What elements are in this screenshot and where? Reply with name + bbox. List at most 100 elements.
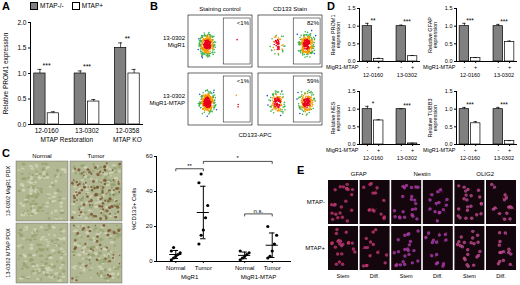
svg-text:82%: 82% <box>307 20 320 26</box>
svg-text:MTAP-: MTAP- <box>307 199 325 205</box>
svg-text:12-0358: 12-0358 <box>115 127 139 134</box>
svg-text:MigR1-MTAP: MigR1-MTAP <box>423 147 456 153</box>
svg-text:CD133 Stain: CD133 Stain <box>273 6 307 12</box>
svg-text:1.5: 1.5 <box>348 5 356 11</box>
svg-text:12-0160: 12-0160 <box>460 155 480 161</box>
svg-text:Diff.: Diff. <box>433 273 443 279</box>
svg-text:60: 60 <box>146 153 153 159</box>
svg-text:59%: 59% <box>307 78 320 84</box>
svg-text:13-0302MigR1: 13-0302MigR1 <box>163 35 186 48</box>
svg-text:20: 20 <box>146 223 153 229</box>
svg-text:-: - <box>463 147 465 153</box>
svg-text:13-0302 MTAP PDX: 13-0302 MTAP PDX <box>5 228 11 278</box>
svg-text:n.s.: n.s. <box>254 208 264 214</box>
svg-text:12-0160: 12-0160 <box>363 72 383 78</box>
svg-text:Relative PROM1expression: Relative PROM1expression <box>330 15 342 56</box>
svg-text:0.0: 0.0 <box>445 58 453 64</box>
svg-text:Stem: Stem <box>337 273 350 279</box>
svg-text:1.5: 1.5 <box>17 44 26 51</box>
svg-text:+: + <box>411 64 414 70</box>
svg-text:-: - <box>463 64 465 70</box>
svg-text:*: * <box>237 155 240 161</box>
svg-text:13-0302: 13-0302 <box>75 127 99 134</box>
svg-text:***: *** <box>466 101 474 108</box>
svg-text:0.5: 0.5 <box>445 124 453 130</box>
svg-text:MTAP Restoration: MTAP Restoration <box>41 136 94 143</box>
svg-text:0.5: 0.5 <box>17 95 26 102</box>
svg-text:Tumor: Tumor <box>87 153 104 159</box>
svg-text:Relative NESexpression: Relative NESexpression <box>330 101 342 134</box>
svg-text:-: - <box>366 64 368 70</box>
svg-text:13-0302: 13-0302 <box>397 72 417 78</box>
svg-text:-: - <box>497 147 499 153</box>
svg-text:12-0160: 12-0160 <box>363 155 383 161</box>
svg-text:+: + <box>377 64 380 70</box>
svg-text:MTAP KO: MTAP KO <box>113 136 142 143</box>
svg-text:+: + <box>377 147 380 153</box>
svg-text:+: + <box>411 147 414 153</box>
svg-text:**: ** <box>371 17 377 24</box>
svg-text:Staining control: Staining control <box>199 6 240 12</box>
svg-text:1.5: 1.5 <box>348 88 356 94</box>
svg-text:Tumor: Tumor <box>264 265 281 271</box>
svg-text:***: *** <box>500 101 508 108</box>
svg-text:0.0: 0.0 <box>348 141 356 147</box>
svg-text:MigR1-MTAP: MigR1-MTAP <box>326 147 359 153</box>
svg-text:MigR1-MTAP: MigR1-MTAP <box>423 64 456 70</box>
svg-text:0: 0 <box>149 258 153 264</box>
svg-text:Nestin: Nestin <box>413 171 430 177</box>
svg-text:2.0: 2.0 <box>17 19 26 26</box>
svg-text:13-0302 MigR1 PDX: 13-0302 MigR1 PDX <box>5 165 11 216</box>
svg-text:0.0: 0.0 <box>348 58 356 64</box>
svg-text:13-0302: 13-0302 <box>494 72 514 78</box>
svg-text:MigR1-MTAP: MigR1-MTAP <box>326 64 359 70</box>
svg-text:***: *** <box>500 18 508 25</box>
svg-text:12-0160: 12-0160 <box>460 72 480 78</box>
svg-text:1.5: 1.5 <box>445 88 453 94</box>
svg-text:Normal: Normal <box>32 153 51 159</box>
svg-text:%CD133+ Cells: %CD133+ Cells <box>131 188 137 231</box>
svg-text:Diff.: Diff. <box>496 273 506 279</box>
svg-text:Stem: Stem <box>463 273 476 279</box>
svg-text:***: *** <box>83 63 91 70</box>
svg-text:1.0: 1.0 <box>348 23 356 29</box>
svg-text:0.5: 0.5 <box>348 124 356 130</box>
svg-text:**: ** <box>187 163 192 169</box>
svg-text:+: + <box>508 147 511 153</box>
svg-text:GFAP: GFAP <box>351 171 367 177</box>
svg-text:Relative GFAPexpression: Relative GFAPexpression <box>427 17 439 53</box>
svg-text:0.0: 0.0 <box>17 121 26 128</box>
svg-text:MigR1-MTAP: MigR1-MTAP <box>241 274 277 280</box>
svg-text:Tumor: Tumor <box>195 265 212 271</box>
svg-text:1.0: 1.0 <box>17 70 26 77</box>
svg-text:1.0: 1.0 <box>445 23 453 29</box>
svg-text:***: *** <box>403 18 411 25</box>
svg-text:-: - <box>497 64 499 70</box>
svg-text:**: ** <box>125 35 131 42</box>
svg-text:Normal: Normal <box>235 265 254 271</box>
svg-text:1.0: 1.0 <box>445 106 453 112</box>
svg-text:***: *** <box>403 102 411 109</box>
svg-text:40: 40 <box>146 188 153 194</box>
svg-text:CD133-APC: CD133-APC <box>238 132 272 138</box>
svg-text:+: + <box>474 64 477 70</box>
svg-text:Relative PROM1 expression: Relative PROM1 expression <box>2 32 10 114</box>
svg-text:<1%: <1% <box>237 20 250 26</box>
svg-text:1.0: 1.0 <box>348 106 356 112</box>
svg-text:12-0160: 12-0160 <box>35 127 59 134</box>
svg-text:***: *** <box>43 62 51 69</box>
svg-text:OLIG2: OLIG2 <box>476 171 494 177</box>
svg-text:+: + <box>474 147 477 153</box>
svg-text:Normal: Normal <box>166 265 185 271</box>
svg-text:<1%: <1% <box>237 78 250 84</box>
svg-text:Diff.: Diff. <box>370 273 380 279</box>
svg-text:MTAP+: MTAP+ <box>305 245 325 251</box>
svg-text:0.5: 0.5 <box>348 41 356 47</box>
svg-text:0.5: 0.5 <box>445 41 453 47</box>
svg-text:13-0302: 13-0302 <box>494 155 514 161</box>
svg-text:13-0302: 13-0302 <box>397 155 417 161</box>
svg-text:Relative TUBB3expression: Relative TUBB3expression <box>427 98 439 137</box>
svg-text:-: - <box>400 64 402 70</box>
svg-text:-: - <box>366 147 368 153</box>
svg-text:-: - <box>400 147 402 153</box>
